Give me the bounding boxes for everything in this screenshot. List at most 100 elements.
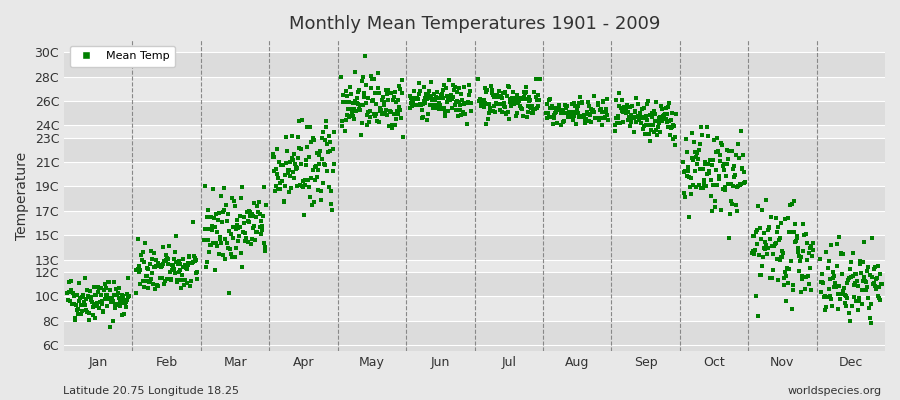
Point — [506, 88, 520, 95]
Point — [530, 105, 544, 112]
Point — [714, 206, 728, 213]
Point — [296, 178, 310, 184]
Point — [754, 272, 769, 279]
Point — [383, 90, 398, 96]
Point — [293, 146, 308, 152]
Title: Monthly Mean Temperatures 1901 - 2009: Monthly Mean Temperatures 1901 - 2009 — [289, 15, 661, 33]
Point — [729, 152, 743, 158]
Point — [426, 102, 440, 108]
Point — [769, 214, 783, 221]
Point — [447, 84, 462, 91]
Point — [181, 259, 195, 266]
Point — [372, 118, 386, 125]
Point — [395, 134, 410, 140]
Point — [286, 151, 301, 157]
Point — [575, 99, 590, 105]
Point — [326, 168, 340, 174]
Point — [100, 302, 114, 309]
Point — [703, 157, 717, 164]
Point — [212, 234, 227, 240]
Point — [698, 183, 713, 189]
Point — [413, 88, 428, 94]
Point — [202, 248, 217, 255]
Point — [86, 303, 100, 310]
Point — [664, 110, 679, 116]
Point — [557, 102, 572, 108]
Point — [835, 270, 850, 277]
Point — [74, 302, 88, 308]
Point — [870, 293, 885, 300]
Point — [867, 266, 881, 272]
Point — [371, 84, 385, 91]
Point — [115, 292, 130, 299]
Point — [370, 118, 384, 124]
Point — [294, 117, 309, 124]
Point — [841, 276, 855, 283]
Point — [268, 188, 283, 194]
Point — [796, 232, 811, 238]
Point — [394, 114, 409, 121]
Point — [779, 265, 794, 271]
Point — [286, 157, 301, 164]
Point — [273, 180, 287, 186]
Point — [246, 213, 260, 220]
Point — [169, 258, 184, 265]
Point — [504, 102, 518, 109]
Point — [789, 232, 804, 239]
Point — [302, 154, 317, 160]
Point — [440, 98, 454, 105]
Point — [833, 251, 848, 257]
Point — [688, 184, 703, 190]
Point — [310, 187, 325, 194]
Point — [851, 283, 866, 289]
Point — [856, 278, 870, 285]
Point — [72, 280, 86, 286]
Point — [142, 279, 157, 286]
Point — [600, 116, 615, 123]
Point — [446, 105, 460, 111]
Point — [310, 150, 324, 156]
Point — [641, 98, 655, 104]
Point — [240, 218, 255, 225]
Point — [420, 91, 435, 98]
Point — [493, 93, 508, 99]
Point — [523, 96, 537, 103]
Point — [94, 301, 109, 307]
Point — [300, 124, 314, 130]
Point — [339, 88, 354, 94]
Point — [235, 184, 249, 190]
Point — [231, 224, 246, 231]
Point — [541, 110, 555, 116]
Point — [68, 316, 82, 323]
Point — [598, 108, 612, 115]
Point — [435, 90, 449, 97]
Point — [747, 250, 761, 257]
Point — [215, 219, 230, 225]
Point — [574, 100, 589, 106]
Point — [159, 252, 174, 258]
Point — [279, 160, 293, 166]
Point — [353, 106, 367, 113]
Point — [644, 126, 659, 133]
Point — [357, 93, 372, 100]
Point — [131, 268, 146, 275]
Point — [573, 113, 588, 119]
Point — [310, 174, 324, 180]
Point — [493, 93, 508, 99]
Point — [761, 225, 776, 232]
Point — [616, 109, 631, 116]
Point — [580, 108, 595, 115]
Point — [507, 97, 521, 103]
Point — [455, 109, 470, 115]
Point — [848, 271, 862, 277]
Point — [416, 101, 430, 107]
Point — [380, 112, 394, 119]
Point — [201, 206, 215, 213]
Point — [361, 109, 375, 115]
Point — [431, 100, 446, 107]
Point — [232, 224, 247, 230]
Point — [302, 184, 316, 190]
Point — [699, 171, 714, 177]
Point — [485, 87, 500, 94]
Point — [419, 117, 434, 123]
